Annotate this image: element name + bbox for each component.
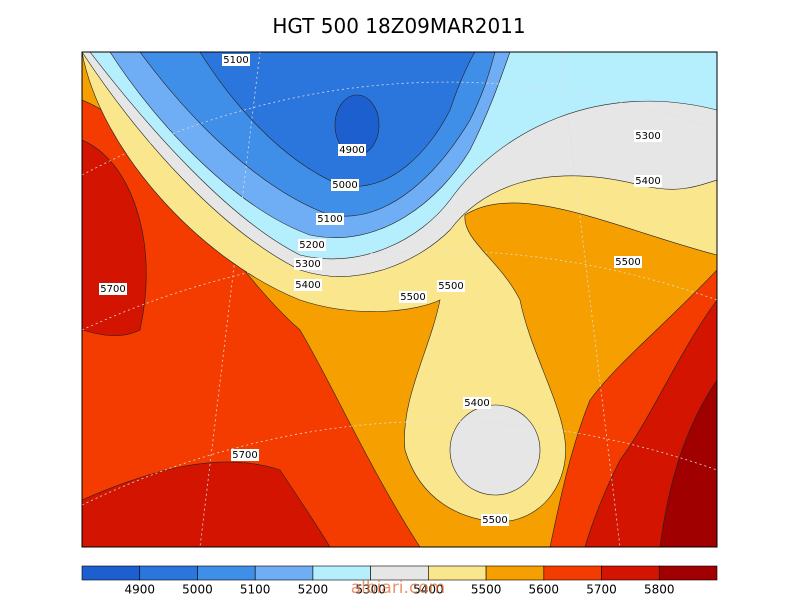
contour-label: 5300 bbox=[295, 259, 320, 270]
colorbar-box bbox=[485, 565, 545, 581]
colorbar-label: 5500 bbox=[471, 583, 502, 597]
contour-label: 5500 bbox=[400, 292, 425, 303]
colorbar-label: 5000 bbox=[182, 583, 213, 597]
colorbar-label: 5300 bbox=[355, 583, 386, 597]
colorbar-label: 5200 bbox=[298, 583, 329, 597]
contour-label-bg bbox=[222, 54, 250, 66]
colorbar-label: 5100 bbox=[240, 583, 271, 597]
contour-label: 5300 bbox=[635, 131, 660, 142]
contour-label-bg bbox=[437, 280, 465, 292]
watermark: albiari.com bbox=[351, 578, 446, 598]
contour-label: 5500 bbox=[438, 281, 463, 292]
contour-label-bg bbox=[294, 279, 322, 291]
contour-label: 5100 bbox=[223, 55, 248, 66]
contour-label-bg bbox=[316, 213, 344, 225]
contour-label-bg bbox=[399, 291, 427, 303]
contour-label-bg bbox=[634, 130, 662, 142]
contour-label: 5400 bbox=[295, 280, 320, 291]
contour-label: 5500 bbox=[615, 257, 640, 268]
colorbar-label: 5600 bbox=[529, 583, 560, 597]
contour-label: 5700 bbox=[232, 450, 257, 461]
contour-label-bg bbox=[614, 256, 642, 268]
field bbox=[82, 139, 147, 337]
colorbar-label: 4900 bbox=[124, 583, 155, 597]
colorbar-box bbox=[601, 565, 660, 581]
colorbar-box bbox=[139, 565, 198, 581]
colorbar-box bbox=[197, 565, 256, 581]
map bbox=[82, 52, 717, 547]
contour-label-bg bbox=[99, 283, 127, 295]
contour-label-bg bbox=[231, 449, 259, 461]
contour-label-bg bbox=[634, 175, 662, 187]
contour-label: 5400 bbox=[635, 176, 660, 187]
colorbar-label: 5700 bbox=[586, 583, 617, 597]
contour-label-bg bbox=[481, 514, 509, 526]
contour-label-bg bbox=[331, 179, 359, 191]
colorbar-box bbox=[658, 565, 718, 581]
map-frame bbox=[81, 51, 718, 548]
map-title: HGT 500 18Z09MAR2011 bbox=[272, 14, 525, 38]
contour-label-bg bbox=[463, 397, 491, 409]
field bbox=[82, 461, 331, 547]
field bbox=[449, 404, 541, 496]
contour-label-bg bbox=[294, 258, 322, 270]
contour-label: 5500 bbox=[482, 515, 507, 526]
contour-label: 5400 bbox=[464, 398, 489, 409]
contour-label-bg bbox=[298, 239, 326, 251]
colorbar-label: 5800 bbox=[644, 583, 675, 597]
contour-label: 5000 bbox=[332, 180, 357, 191]
graticule bbox=[82, 52, 717, 547]
colorbar: 4900 5000 5100 5200 5300 5400 5500 5600 5700 5800 bbox=[81, 565, 718, 597]
colorbar-label: 5400 bbox=[413, 583, 444, 597]
contour-labels: 5100 4900 5000 5100 5200 5300 5400 5700 5500 5500… bbox=[99, 54, 662, 526]
contour-label: 5100 bbox=[317, 214, 342, 225]
contour-label: 5700 bbox=[100, 284, 125, 295]
contour-label: 4900 bbox=[339, 145, 364, 156]
colorbar-box bbox=[254, 565, 314, 581]
contour-label: 5200 bbox=[299, 240, 324, 251]
colorbar-box bbox=[81, 565, 141, 581]
colorbar-box bbox=[543, 565, 602, 581]
contour-label-bg bbox=[338, 144, 366, 156]
